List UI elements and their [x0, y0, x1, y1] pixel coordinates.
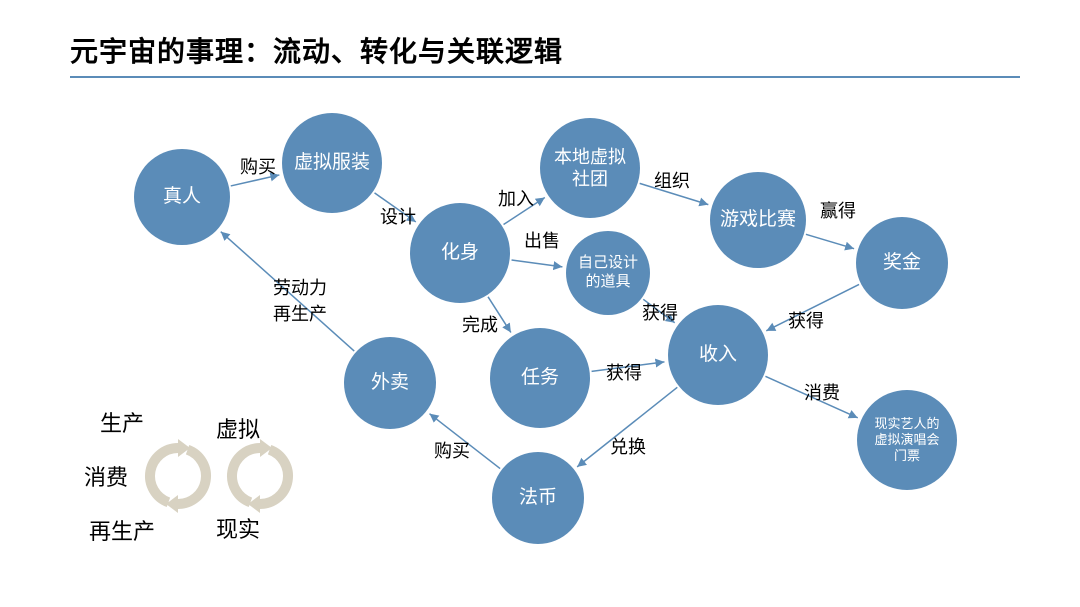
- legend-label: 再生产: [89, 514, 155, 546]
- legend-cycle-1: [222, 438, 298, 514]
- legend-label: 现实: [216, 512, 260, 544]
- legend-cycle-0: [140, 438, 216, 514]
- legend-label: 生产: [100, 406, 144, 438]
- legend-label: 消费: [84, 460, 128, 492]
- legend-layer: 生产消费再生产虚拟现实: [0, 0, 1080, 607]
